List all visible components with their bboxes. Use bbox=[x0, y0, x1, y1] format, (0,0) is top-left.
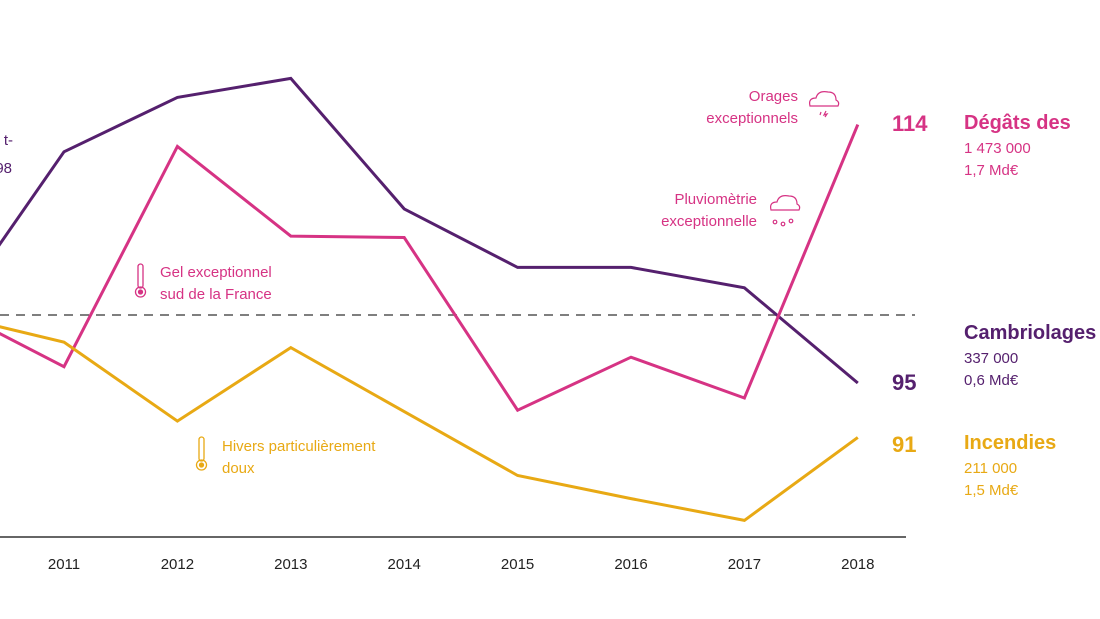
annotation-gel: Gel exceptionnel sud de la France bbox=[160, 262, 272, 306]
x-tick-label: 2016 bbox=[614, 556, 648, 573]
x-tick-label: 2012 bbox=[160, 556, 195, 573]
annotation-line: exceptionnelle bbox=[661, 213, 757, 230]
x-tick-label: 2013 bbox=[274, 556, 308, 573]
annotation-pluvio: Pluviomètrie exceptionnelle bbox=[661, 189, 757, 233]
x-tick-label: 2011 bbox=[47, 556, 81, 573]
storm-cloud-icon bbox=[809, 91, 840, 118]
rain-cloud-icon bbox=[770, 195, 801, 227]
annotation-line: sud de la France bbox=[160, 286, 272, 303]
annotation-line: exceptionnels bbox=[706, 110, 798, 127]
annotation-line: Orages bbox=[748, 88, 798, 105]
series-line-1 bbox=[0, 124, 860, 413]
thermometer-icon bbox=[195, 436, 208, 471]
end-value-degats: 114 bbox=[892, 111, 928, 136]
series-name: Cambriolages bbox=[964, 322, 1097, 344]
series-name: Incendies bbox=[964, 432, 1057, 454]
series-count: 337 000 bbox=[964, 350, 1019, 367]
annotation-line: doux bbox=[222, 460, 255, 477]
legend-incendies: Incendies 211 000 1,5 Md€ bbox=[964, 432, 1056, 502]
series-amount: 1,5 Md€ bbox=[964, 482, 1019, 499]
annotation-fragment: t- bbox=[3, 132, 13, 149]
series-line-2 bbox=[0, 325, 859, 522]
annotation-line: Pluviomètrie bbox=[674, 191, 757, 208]
annotation-line: Hivers particulièrement bbox=[222, 438, 376, 455]
annotation-fragment: 98 bbox=[0, 160, 12, 177]
annotation-line: Gel exceptionnel bbox=[160, 264, 272, 281]
x-tick-label: 2015 bbox=[500, 556, 535, 573]
series-count: 211 000 bbox=[964, 460, 1018, 477]
annotation-orages: Orages exceptionnels bbox=[706, 86, 798, 130]
series-count: 1 473 000 bbox=[964, 140, 1031, 157]
series-line-0 bbox=[0, 76, 859, 385]
series-amount: 0,6 Md€ bbox=[964, 372, 1019, 389]
legend-cambriolages: Cambriolages 337 000 0,6 Md€ bbox=[964, 322, 1096, 392]
end-value-incendies: 91 bbox=[892, 432, 917, 457]
x-tick-label: 2014 bbox=[387, 556, 421, 573]
annotation-hivers: Hivers particulièrement doux bbox=[222, 436, 375, 480]
x-tick-label: 2017 bbox=[727, 556, 762, 573]
series-name: Dégâts des bbox=[964, 112, 1071, 134]
thermometer-icon bbox=[134, 263, 147, 298]
legend-degats: Dégâts des 1 473 000 1,7 Md€ bbox=[964, 112, 1071, 182]
series-amount: 1,7 Md€ bbox=[964, 162, 1019, 179]
end-value-cambriolages: 95 bbox=[892, 370, 917, 395]
x-tick-label: 2018 bbox=[841, 556, 875, 573]
